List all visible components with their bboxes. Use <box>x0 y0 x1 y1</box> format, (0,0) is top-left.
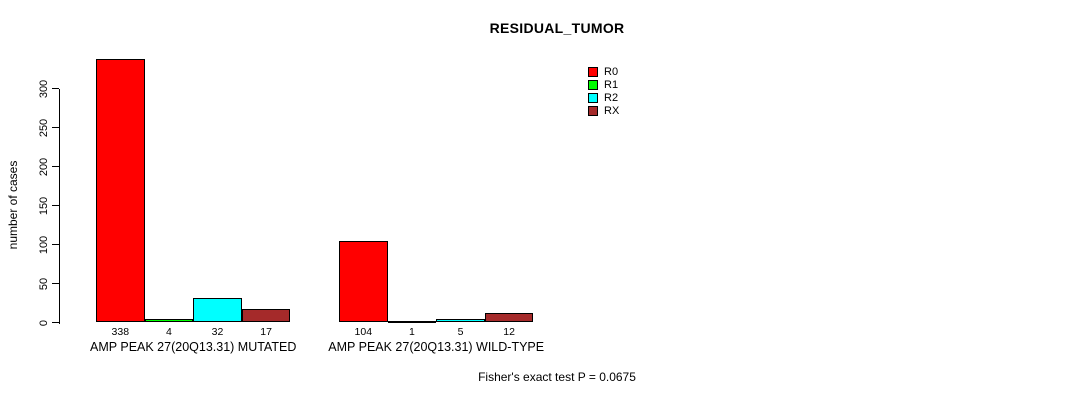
y-axis-line <box>58 88 60 324</box>
legend-label: R1 <box>604 79 619 91</box>
fisher-test-annotation: Fisher's exact test P = 0.0675 <box>478 370 636 384</box>
bar-count-label: 5 <box>457 326 464 338</box>
bar-rx-group1 <box>241 309 291 323</box>
y-axis-tick <box>51 165 59 168</box>
legend-swatch-icon <box>588 67 598 77</box>
y-axis-tick-label: 250 <box>38 118 50 137</box>
legend-label: R2 <box>604 92 619 104</box>
legend-label: RX <box>604 105 620 117</box>
y-axis-tick <box>51 126 59 129</box>
y-axis-tick <box>51 204 59 207</box>
y-axis-tick-label: 300 <box>38 79 50 98</box>
y-axis-title: number of cases <box>6 160 20 250</box>
x-category-label: AMP PEAK 27(20Q13.31) MUTATED <box>90 340 297 354</box>
bar-r2-group2 <box>436 318 485 323</box>
y-axis-tick-label: 0 <box>38 319 50 326</box>
y-axis-tick <box>51 243 59 246</box>
y-axis-tick <box>51 87 59 90</box>
bar-r1-group2 <box>387 321 437 323</box>
bar-count-label: 1 <box>408 326 415 338</box>
bar-count-label: 338 <box>111 326 130 338</box>
y-axis-tick <box>51 282 59 285</box>
bar-count-label: 17 <box>260 326 272 338</box>
bar-r0-group2 <box>339 241 388 323</box>
y-axis-tick-label: 100 <box>38 235 50 254</box>
x-category-label: AMP PEAK 27(20Q13.31) WILD-TYPE <box>328 340 545 354</box>
bar-count-label: 32 <box>211 326 224 338</box>
y-axis-tick-label: 200 <box>38 157 50 176</box>
y-axis-tick <box>51 321 59 324</box>
legend-swatch-icon <box>588 106 598 116</box>
bar-r0-group1 <box>96 58 145 323</box>
bar-count-label: 12 <box>503 326 515 338</box>
bar-r1-group1 <box>144 319 194 323</box>
bar-count-label: 4 <box>165 326 172 338</box>
bar-count-label: 104 <box>354 326 373 338</box>
legend-label: R0 <box>604 66 619 78</box>
legend-swatch-icon <box>588 80 598 90</box>
y-axis-tick-label: 50 <box>38 277 50 290</box>
y-axis-tick-label: 150 <box>38 196 50 215</box>
bar-rx-group2 <box>484 313 534 323</box>
chart-title: RESIDUAL_TUMOR <box>489 20 625 36</box>
bar-r2-group1 <box>193 297 242 323</box>
legend-swatch-icon <box>588 93 598 103</box>
